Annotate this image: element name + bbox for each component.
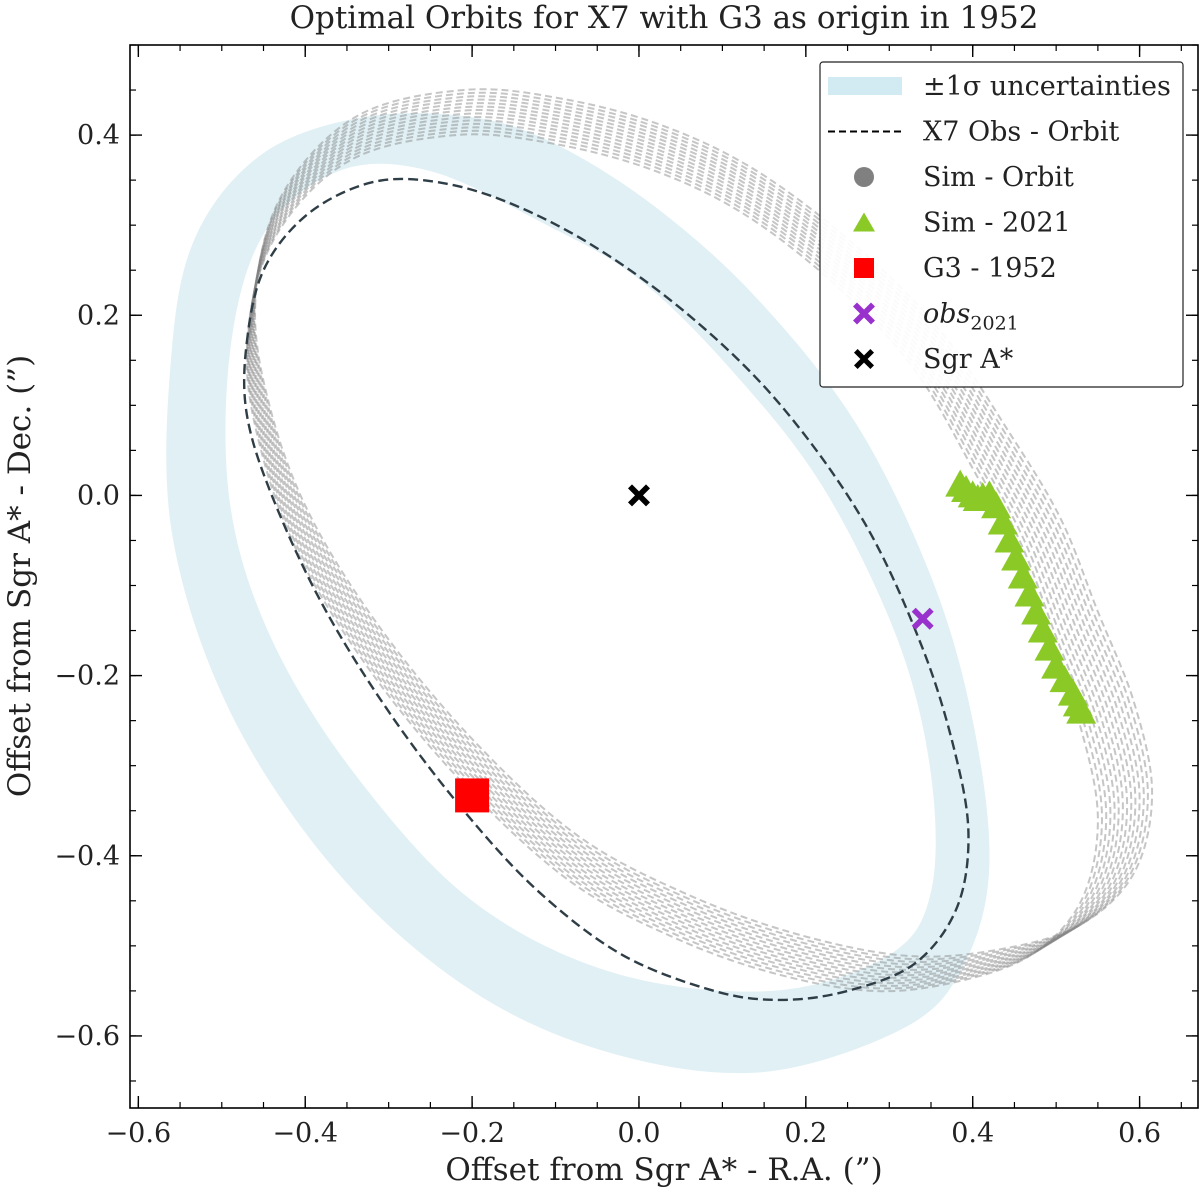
legend-uncertainty-swatch [828, 77, 902, 95]
legend-obs-2021-swatch [853, 302, 875, 325]
y-tick-label: −0.4 [54, 841, 120, 872]
obs-2021-marker [911, 607, 934, 630]
y-tick-label: 0.0 [77, 480, 120, 511]
legend-sim-2021-swatch [853, 212, 875, 232]
legend-item-sim-2021: Sim - 2021 [853, 208, 1071, 239]
legend-label: X7 Obs - Orbit [923, 117, 1120, 148]
legend-item-uncertainty: ±1σ uncertainties [828, 71, 1171, 102]
legend-label: Sgr A* [923, 344, 1014, 375]
sim-orbit-line [250, 105, 1133, 971]
sim-orbit-line [251, 102, 1137, 969]
y-tick-label: −0.2 [54, 661, 120, 692]
sim-2021-point [1066, 696, 1097, 724]
axis-ticks: −0.6 −0.4 −0.2 0.0 0.2 0.4 0.6 0.4 0.2 0.0 −0.2 −0.… [54, 44, 1198, 1149]
legend-label: Sim - Orbit [923, 162, 1074, 193]
legend-label: G3 - 1952 [923, 253, 1057, 284]
sim-orbit-line [253, 91, 1149, 961]
x-tick-label: −0.6 [106, 1118, 172, 1149]
sim-orbit-line [249, 112, 1124, 977]
sgr-a-marker [628, 484, 650, 507]
legend-g3-1952-swatch [854, 258, 874, 278]
legend-label: ±1σ uncertainties [923, 71, 1171, 102]
y-axis-label: Offset from Sgr A* - Dec. (”) [2, 355, 38, 797]
legend-item-sgr-a: Sgr A* [854, 344, 1014, 375]
sim-orbit-line [254, 88, 1154, 958]
sim-orbit-line [248, 119, 1116, 982]
chart-title: Optimal Orbits for X7 with G3 as origin … [290, 0, 1039, 36]
x-tick-label: −0.2 [439, 1118, 505, 1149]
legend-sim-orbit-swatch [854, 167, 874, 187]
x-tick-label: −0.4 [272, 1118, 338, 1149]
x-axis-label: Offset from Sgr A* - R.A. (”) [445, 1152, 882, 1188]
legend-item-g3-1952: G3 - 1952 [854, 253, 1057, 284]
legend-label: obs2021 [923, 299, 1019, 335]
g3-1952-marker [455, 778, 490, 813]
x-tick-label: 0.6 [1118, 1118, 1161, 1149]
sim-orbit-line [252, 95, 1145, 963]
y-tick-label: 0.2 [77, 300, 120, 331]
plot-area [166, 88, 1154, 1074]
sim-2021-markers [945, 469, 1097, 724]
sim-orbit-line [248, 115, 1120, 979]
legend-box [819, 61, 1184, 388]
legend: ±1σ uncertainties X7 Obs - Orbit Sim - Orb… [819, 61, 1184, 388]
x-tick-label: 0.0 [617, 1118, 660, 1149]
plot-frame [129, 44, 1199, 1109]
legend-label: Sim - 2021 [923, 208, 1071, 239]
uncertainty-band [166, 113, 990, 1074]
legend-item-x7-orbit: X7 Obs - Orbit [828, 117, 1120, 148]
x-tick-label: 0.2 [784, 1118, 827, 1149]
x7-obs-orbit-line [242, 177, 970, 1002]
sim-orbit-line [250, 109, 1129, 974]
sim-orbit-line [252, 98, 1141, 966]
y-tick-label: −0.6 [54, 1021, 120, 1052]
x-tick-label: 0.4 [951, 1118, 994, 1149]
legend-item-obs-2021: obs2021 [853, 299, 1019, 335]
legend-item-sim-orbit: Sim - Orbit [854, 162, 1074, 193]
y-tick-label: 0.4 [77, 120, 120, 151]
legend-sgr-a-swatch [854, 349, 874, 369]
